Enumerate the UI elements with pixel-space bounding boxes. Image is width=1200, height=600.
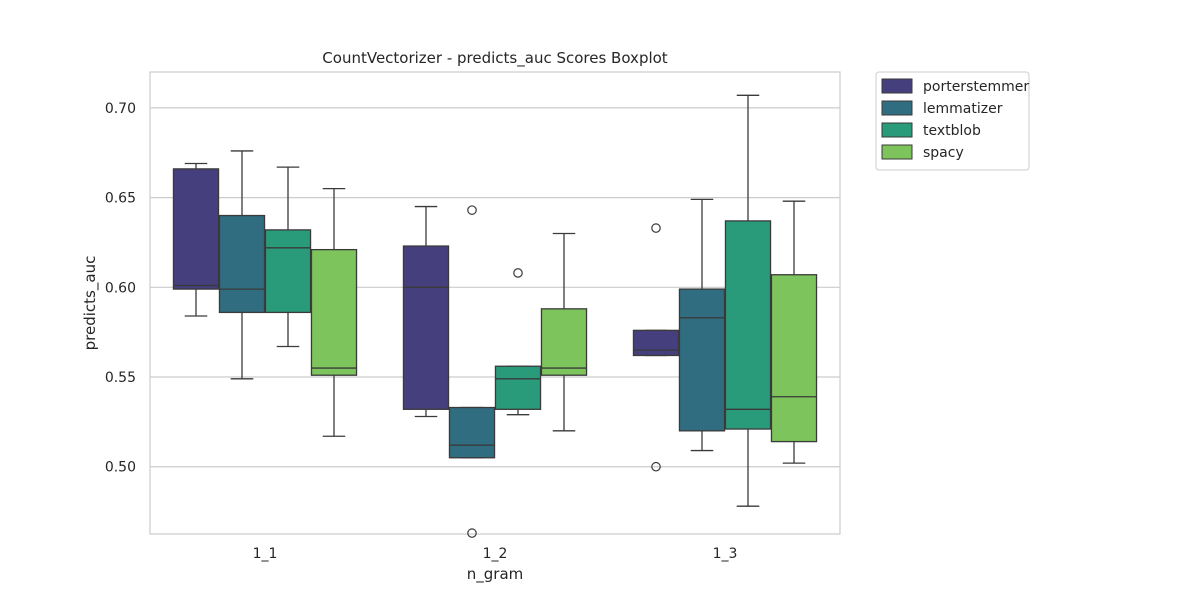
box-body bbox=[218, 214, 266, 314]
series-textblob bbox=[264, 94, 772, 507]
legend-swatch-spacy bbox=[881, 144, 913, 160]
legend-swatch-lemmatizer bbox=[881, 100, 913, 116]
box-body bbox=[678, 288, 726, 432]
x-tick-label: 1_2 bbox=[483, 546, 508, 562]
outlier-point bbox=[467, 205, 477, 215]
box-lemmatizer-1_1 bbox=[218, 150, 266, 380]
box-body bbox=[264, 229, 312, 314]
box-textblob-1_3 bbox=[724, 94, 772, 507]
y-axis-label: predicts_auc bbox=[81, 256, 100, 351]
y-tick-label: 0.65 bbox=[105, 191, 136, 207]
chart-title: CountVectorizer - predicts_auc Scores Bo… bbox=[322, 49, 668, 68]
legend-label-textblob: textblob bbox=[923, 123, 981, 139]
plot-area-frame bbox=[149, 71, 841, 535]
legend-swatch-porterstemmer bbox=[881, 78, 913, 94]
legend: porterstemmer lemmatizer textblob spacy bbox=[875, 71, 1030, 171]
box-body bbox=[724, 220, 772, 430]
series-spacy bbox=[310, 187, 818, 464]
y-tick-label: 0.50 bbox=[105, 460, 136, 476]
box-body bbox=[540, 308, 588, 376]
box-porterstemmer-1_3 bbox=[632, 223, 680, 472]
series-lemmatizer bbox=[218, 150, 726, 538]
box-spacy-1_3 bbox=[770, 200, 818, 464]
box-body bbox=[172, 168, 220, 290]
box-body bbox=[448, 406, 496, 459]
box-textblob-1_1 bbox=[264, 166, 312, 348]
outlier-point bbox=[513, 268, 523, 278]
y-axis-ticks: 0.50 0.55 0.60 0.65 0.70 bbox=[105, 101, 136, 476]
box-lemmatizer-1_3 bbox=[678, 198, 726, 452]
x-tick-label: 1_3 bbox=[713, 546, 738, 562]
x-axis-label: n_gram bbox=[467, 565, 524, 584]
y-tick-label: 0.70 bbox=[105, 101, 136, 117]
legend-label-lemmatizer: lemmatizer bbox=[923, 101, 1003, 117]
outlier-point bbox=[651, 223, 661, 233]
box-body bbox=[310, 248, 358, 376]
box-series bbox=[172, 94, 818, 538]
legend-label-porterstemmer: porterstemmer bbox=[923, 79, 1029, 95]
x-tick-label: 1_1 bbox=[253, 546, 278, 562]
box-body bbox=[632, 329, 680, 357]
box-body bbox=[770, 274, 818, 443]
box-body bbox=[402, 245, 450, 410]
outlier-point bbox=[651, 461, 661, 472]
box-spacy-1_1 bbox=[310, 187, 358, 437]
outlier-point bbox=[467, 528, 477, 538]
box-porterstemmer-1_2 bbox=[402, 205, 450, 418]
y-tick-label: 0.55 bbox=[105, 370, 136, 386]
series-porterstemmer bbox=[172, 162, 680, 472]
box-lemmatizer-1_2 bbox=[448, 205, 496, 538]
legend-label-spacy: spacy bbox=[923, 145, 964, 161]
legend-swatch-textblob bbox=[881, 122, 913, 138]
box-porterstemmer-1_1 bbox=[172, 162, 220, 317]
box-body bbox=[494, 365, 542, 410]
legend-frame bbox=[875, 71, 1030, 171]
y-tick-label: 0.60 bbox=[105, 280, 136, 296]
box-spacy-1_2 bbox=[540, 232, 588, 432]
box-textblob-1_2 bbox=[494, 268, 542, 416]
x-axis-ticks: 1_1 1_2 1_3 bbox=[253, 546, 738, 562]
